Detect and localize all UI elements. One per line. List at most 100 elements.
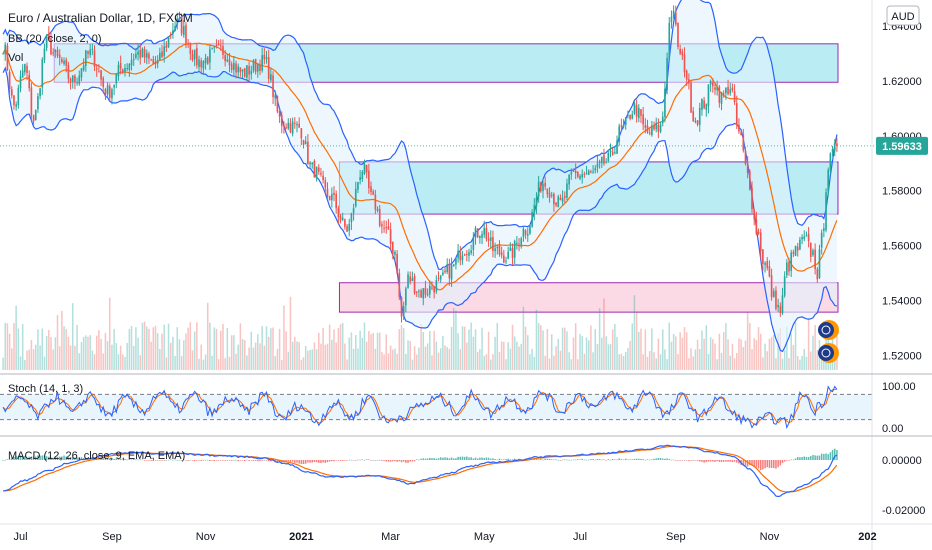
candle-body: [496, 247, 499, 249]
candle-body: [145, 52, 148, 58]
candle-body: [448, 263, 451, 279]
candle-body: [709, 81, 712, 85]
macd-histogram-bar: [759, 460, 762, 471]
macd-histogram-bar: [217, 460, 220, 461]
volume-bar: [672, 333, 675, 370]
volume-bar: [257, 334, 259, 370]
event-badges[interactable]: [818, 320, 839, 363]
macd-histogram-bar: [307, 460, 309, 463]
macd-histogram-bar: [833, 448, 836, 460]
macd-histogram-bar: [561, 459, 564, 461]
macd-histogram-bar: [629, 459, 631, 460]
candle-body: [250, 70, 253, 75]
macd-histogram-bar: [263, 459, 266, 461]
macd-histogram-bar: [61, 456, 63, 460]
candle-body: [320, 173, 322, 175]
volume-bar: [461, 326, 464, 370]
candle-body: [833, 142, 836, 151]
candle-body: [396, 253, 398, 274]
candle-body: [413, 276, 416, 294]
volume-bar: [420, 324, 422, 370]
candle-body: [211, 48, 213, 50]
macd-histogram-bar: [352, 460, 355, 461]
macd-histogram-bar: [78, 457, 81, 460]
volume-bar: [224, 358, 226, 370]
candle-body: [587, 170, 590, 175]
macd-histogram-bar: [228, 460, 231, 461]
volume-bar: [803, 348, 806, 370]
candle-body: [204, 57, 207, 64]
volume-bar: [52, 349, 54, 370]
macd-histogram-bar: [113, 458, 115, 460]
candle-body: [159, 52, 161, 61]
macd-histogram-bar: [461, 456, 464, 460]
volume-bar: [274, 355, 276, 370]
macd-histogram-bar: [666, 458, 668, 460]
candle-body: [470, 250, 472, 254]
macd-histogram-bar: [261, 460, 263, 461]
event-flag-icon[interactable]: [818, 343, 839, 363]
volume-bar: [439, 348, 442, 370]
candle-body: [21, 70, 24, 78]
volume-bar: [520, 343, 522, 370]
candle-body: [178, 18, 181, 20]
candle-body: [452, 264, 455, 266]
volume-bar: [296, 341, 298, 370]
candle-body: [511, 248, 514, 259]
macd-histogram-bar: [463, 456, 466, 460]
candle-body: [233, 62, 235, 70]
volume-bar: [707, 353, 710, 370]
volume-bar: [764, 343, 766, 370]
date-tick-label: Jul: [13, 531, 27, 543]
macd-histogram-bar: [496, 459, 499, 461]
volume-bar: [102, 353, 104, 370]
candle-body: [267, 57, 270, 80]
macd-histogram-bar: [346, 460, 348, 461]
candle-body: [156, 60, 159, 64]
candle-body: [735, 103, 738, 125]
volume-bar: [620, 353, 623, 370]
candle-body: [435, 279, 438, 292]
volume-bar: [513, 336, 516, 370]
volume-bar: [74, 345, 76, 370]
candle-body: [383, 227, 385, 229]
macd-histogram-bar: [185, 460, 187, 461]
candle-body: [82, 65, 85, 71]
price-tick-label: 1.56000: [882, 241, 922, 253]
candle-body: [696, 120, 699, 125]
candle-body: [592, 171, 594, 173]
macd-histogram-bar: [570, 459, 573, 461]
volume-bar: [228, 356, 231, 370]
event-flag-icon[interactable]: [818, 320, 839, 340]
candle-body: [150, 59, 152, 61]
candle-body: [139, 50, 142, 59]
candle-body: [222, 46, 224, 56]
macd-histogram-bar: [435, 458, 438, 460]
candle-body: [762, 249, 764, 264]
macd-histogram-bar: [485, 457, 488, 460]
macd-histogram-bar: [372, 459, 374, 461]
macd-histogram-bar: [703, 460, 705, 463]
volume-bar: [705, 325, 708, 370]
volume-bar: [161, 333, 163, 370]
candle-body: [563, 195, 566, 198]
macd-histogram-bar: [387, 460, 390, 462]
candle-body: [15, 104, 17, 107]
macd-histogram-bar: [790, 459, 792, 461]
candle-body: [683, 54, 686, 73]
macd-histogram-bar: [633, 458, 636, 460]
macd-histogram-bar: [757, 460, 760, 469]
candle-body: [555, 202, 557, 206]
currency-badge[interactable]: AUD: [886, 5, 920, 26]
volume-bar: [535, 309, 538, 370]
macd-histogram-bar: [315, 460, 318, 463]
volume-bar: [609, 343, 612, 370]
macd-histogram-bar: [577, 459, 579, 460]
volume-bar: [622, 356, 625, 370]
candle-body: [598, 161, 601, 164]
candle-body: [516, 242, 518, 244]
volume-bar: [159, 348, 161, 370]
volume-bar: [690, 348, 692, 370]
stoch-tick-label: 0.00: [882, 423, 903, 435]
